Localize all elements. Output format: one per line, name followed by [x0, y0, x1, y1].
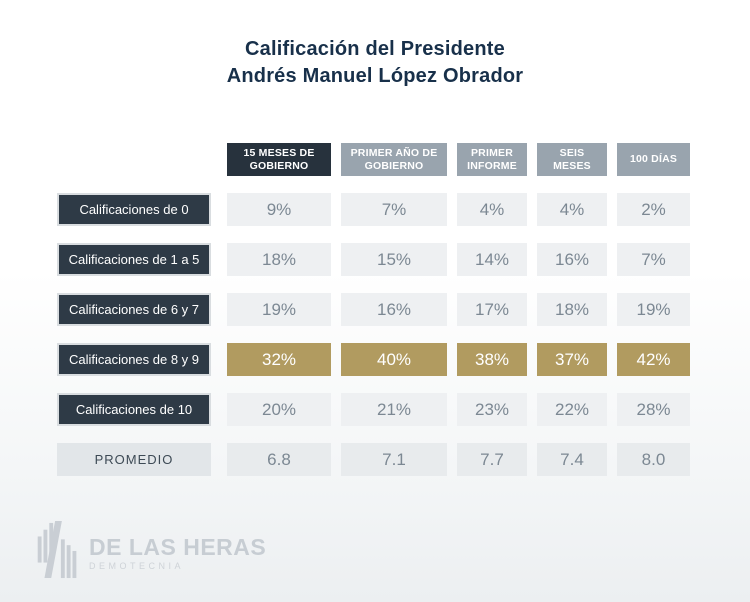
value-cell: 40%	[341, 343, 447, 376]
value-cell: 4%	[457, 193, 527, 226]
value-cell: 17%	[457, 293, 527, 326]
value-cell: 21%	[341, 393, 447, 426]
row-label-1: Calificaciones de 1 a 5	[57, 243, 211, 276]
logo-name: DE LAS HERAS	[89, 533, 267, 560]
value-cell: 16%	[341, 293, 447, 326]
value-cell: 23%	[457, 393, 527, 426]
column-header-0: 15 MESES DE GOBIERNO	[227, 143, 331, 176]
value-cell: 6.8	[227, 443, 331, 476]
page-title: Calificación del Presidente Andrés Manue…	[0, 36, 750, 90]
column-header-2: PRIMER INFORME	[457, 143, 527, 176]
value-cell: 32%	[227, 343, 331, 376]
page-title-line1: Calificación del Presidente	[245, 38, 505, 60]
logo-subtitle: DEMOTECNIA	[89, 560, 185, 571]
value-cell: 42%	[617, 343, 690, 376]
column-header-3: SEIS MESES	[537, 143, 607, 176]
column-header-1: PRIMER AÑO DE GOBIERNO	[341, 143, 447, 176]
row-label-2: Calificaciones de 6 y 7	[57, 293, 211, 326]
value-cell: 38%	[457, 343, 527, 376]
value-cell: 7%	[341, 193, 447, 226]
value-cell: 9%	[227, 193, 331, 226]
row-label-4: Calificaciones de 10	[57, 393, 211, 426]
value-cell: 7.7	[457, 443, 527, 476]
value-cell: 22%	[537, 393, 607, 426]
value-cell: 4%	[537, 193, 607, 226]
value-cell: 14%	[457, 243, 527, 276]
value-cell: 19%	[227, 293, 331, 326]
value-cell: 18%	[227, 243, 331, 276]
row-label-0: Calificaciones de 0	[57, 193, 211, 226]
value-cell: 18%	[537, 293, 607, 326]
value-cell: 15%	[341, 243, 447, 276]
value-cell: 28%	[617, 393, 690, 426]
value-cell: 2%	[617, 193, 690, 226]
value-cell: 19%	[617, 293, 690, 326]
column-header-4: 100 DÍAS	[617, 143, 690, 176]
logo-text: DE LAS HERAS DEMOTECNIA	[89, 535, 266, 571]
logo: DE LAS HERAS DEMOTECNIA	[36, 521, 266, 584]
ratings-table: 15 MESES DE GOBIERNO PRIMER AÑO DE GOBIER…	[57, 143, 690, 476]
summary-row-label: PROMEDIO	[57, 443, 211, 476]
value-cell: 37%	[537, 343, 607, 376]
value-cell: 20%	[227, 393, 331, 426]
row-label-3: Calificaciones de 8 y 9	[57, 343, 211, 376]
de-las-heras-logo-icon	[36, 521, 80, 584]
value-cell: 16%	[537, 243, 607, 276]
value-cell: 7.4	[537, 443, 607, 476]
value-cell: 7.1	[341, 443, 447, 476]
page-title-line2: Andrés Manuel López Obrador	[226, 65, 524, 87]
value-cell: 7%	[617, 243, 690, 276]
table-corner-spacer	[57, 143, 217, 176]
value-cell: 8.0	[617, 443, 690, 476]
